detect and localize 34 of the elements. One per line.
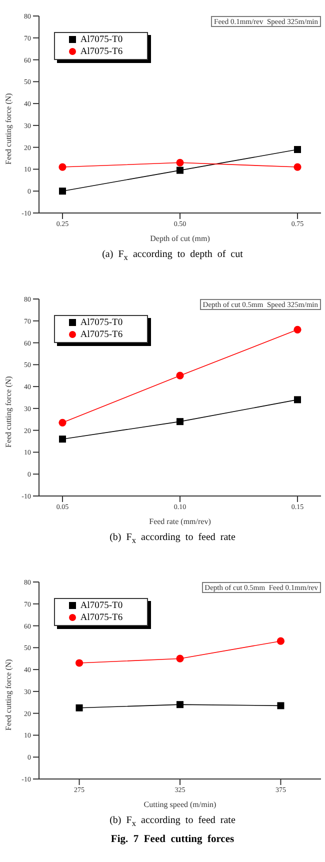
y-axis-title: Feed cutting force (N) [4, 376, 13, 448]
point [294, 326, 302, 334]
point [176, 701, 184, 708]
point [59, 436, 66, 443]
point [176, 372, 184, 380]
point [58, 418, 66, 426]
point [294, 146, 301, 154]
point [176, 654, 184, 662]
legend-label: Al7075-T6 [80, 613, 123, 623]
point [176, 158, 184, 166]
point [76, 704, 83, 712]
point [59, 188, 66, 195]
point [277, 702, 284, 710]
text: (b) F$_{x}$ according to feed rate [108, 532, 236, 545]
point [58, 163, 66, 171]
x-axis-title: Cutting speed (m/min) [144, 800, 217, 809]
caption: Fig. 7 Feed cutting forces [110, 834, 236, 845]
legend-label: Al7075-T0 [80, 601, 123, 611]
legend-label: Al7075-T0 [80, 318, 123, 328]
point [75, 659, 84, 667]
point [176, 166, 184, 174]
text: (a) F$_{x}$ according to depth of cut [101, 249, 244, 262]
legend-label: Al7075-T0 [80, 35, 123, 45]
x-axis-title: Feed rate (mm/rev) [149, 517, 212, 526]
legend-label: Al7075-T6 [80, 330, 123, 340]
x-axis-title: Depth of cut (mm) [150, 234, 210, 243]
text: (b) F$_{x}$ according to feed rate [108, 815, 236, 828]
point [294, 396, 301, 404]
point [276, 637, 285, 645]
point [294, 163, 302, 171]
point [176, 418, 184, 426]
y-axis-title: Feed cutting force (N) [4, 92, 13, 164]
y-axis-title: Feed cutting force (N) [4, 658, 13, 730]
legend-label: Al7075-T6 [80, 47, 123, 57]
